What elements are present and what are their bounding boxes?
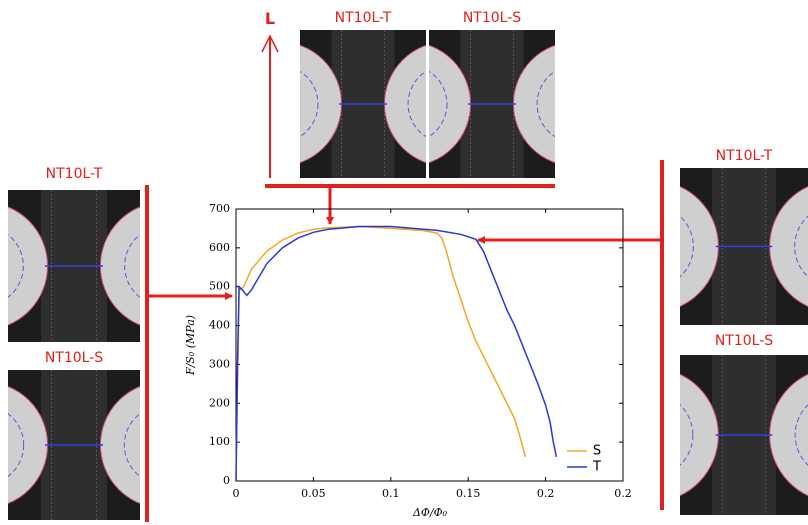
fit-circle <box>429 70 448 138</box>
y-axis-label: F/S₀ (MPa) <box>184 315 197 376</box>
y-tick-label: 200 <box>209 396 230 409</box>
image-label: NT10L-T <box>716 148 773 164</box>
x-tick-label: 0.05 <box>301 487 326 500</box>
chart: ΔΦ/Φ₀ F/S₀ (MPa) 0 0.05 0.1 0.15 0.2 0.2 0 100 2… <box>184 202 632 519</box>
specimen <box>680 168 808 325</box>
y-tick-label: 0 <box>223 474 230 487</box>
x-tick-label: 0.2 <box>614 487 632 500</box>
x-tick-label: 0 <box>233 487 240 500</box>
notch <box>512 44 555 164</box>
series-line <box>235 225 558 482</box>
legend-label: T <box>592 460 601 475</box>
image-label: NT10L-S <box>715 333 773 349</box>
specimen <box>8 370 140 520</box>
fit-circle <box>680 404 694 466</box>
annotations <box>145 34 664 522</box>
image-label: NT10L-T <box>46 166 103 182</box>
specimen <box>8 190 140 342</box>
y-tick-label: 300 <box>209 357 230 370</box>
image-label: NT10L-T <box>335 10 392 26</box>
specimen <box>300 30 426 178</box>
fit-circle <box>536 70 555 138</box>
y-tick-label: 100 <box>209 435 230 448</box>
notch <box>680 186 719 307</box>
plot-frame <box>235 208 624 482</box>
fit-circle <box>407 70 426 138</box>
direction-label: L <box>265 9 275 28</box>
legend-label: S <box>593 444 601 459</box>
fit-circle <box>300 70 319 138</box>
notch <box>99 385 140 505</box>
image-label: NT10L-S <box>463 10 521 26</box>
fit-circle <box>8 234 24 298</box>
notch <box>300 44 343 164</box>
x-tick-label: 0.15 <box>456 487 481 500</box>
y-tick-label: 700 <box>209 202 230 215</box>
fit-circle <box>124 234 140 298</box>
fit-circle <box>123 413 140 477</box>
y-tick-label: 600 <box>209 241 230 254</box>
specimen-images <box>8 30 808 520</box>
notch <box>99 206 140 326</box>
x-tick-label: 0.2 <box>537 487 555 500</box>
fit-circle <box>794 404 808 466</box>
x-tick-label: 0.1 <box>382 487 400 500</box>
series-line <box>235 225 527 482</box>
fit-circle <box>680 215 694 278</box>
image-label: NT10L-S <box>45 350 103 366</box>
x-axis-label: ΔΦ/Φ₀ <box>412 506 448 519</box>
specimen <box>680 355 808 515</box>
y-tick-label: 500 <box>209 280 230 293</box>
direction-arrowhead <box>261 34 279 53</box>
specimen <box>429 30 555 178</box>
notch <box>680 373 719 497</box>
y-tick-label: 400 <box>209 319 230 332</box>
fit-circle <box>794 215 808 278</box>
fit-circle <box>8 413 25 477</box>
